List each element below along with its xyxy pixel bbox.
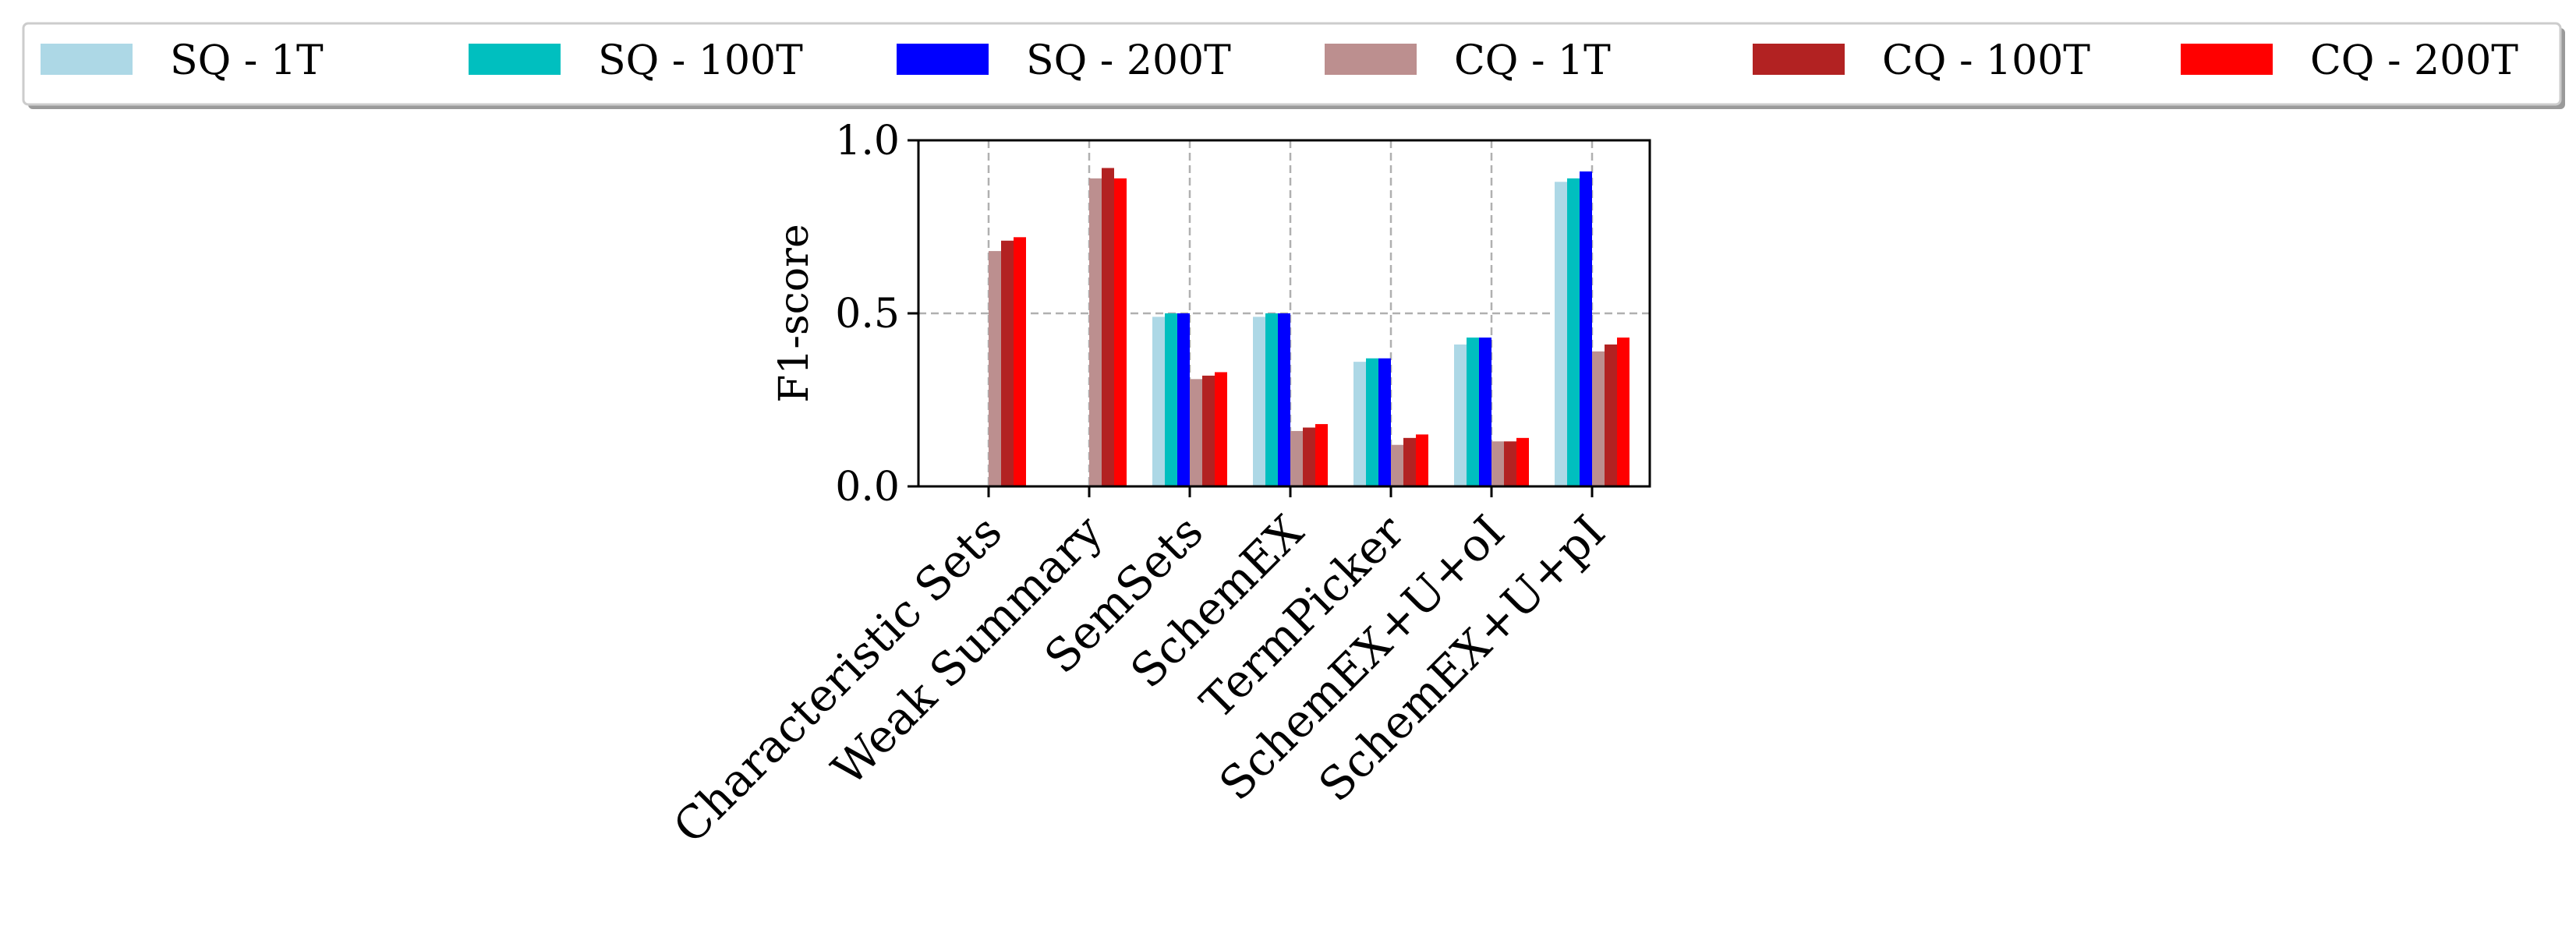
legend: SQ - 1T SQ - 100T SQ - 200T CQ - 1T CQ - 100… <box>22 22 2565 109</box>
bar <box>1165 313 1177 486</box>
bar <box>1152 316 1165 486</box>
legend-swatch <box>897 44 989 75</box>
bar <box>1479 338 1491 486</box>
bar <box>1315 424 1328 486</box>
legend-label: SQ - 1T <box>170 37 324 84</box>
bar <box>1102 168 1114 486</box>
bar <box>1190 379 1202 486</box>
bar <box>1366 358 1378 486</box>
bar <box>1617 338 1629 486</box>
bar <box>1391 444 1403 486</box>
bar <box>1114 178 1127 486</box>
legend-label: SQ - 200T <box>1026 37 1231 84</box>
bar <box>1014 237 1026 486</box>
bar <box>1403 437 1416 486</box>
bar <box>1378 358 1391 486</box>
bar <box>1290 430 1303 486</box>
legend-items: SQ - 1T SQ - 100T SQ - 200T CQ - 1T CQ - 100… <box>41 37 2518 84</box>
legend-swatch <box>1325 44 1417 75</box>
legend-swatch <box>1753 44 1845 75</box>
y-axis: 0.0 0.5 1.0 <box>835 118 918 511</box>
bar <box>1467 338 1479 486</box>
y-tick-label: 0.0 <box>835 464 900 511</box>
bar <box>1278 313 1290 486</box>
y-axis-label: F1-score <box>771 224 818 402</box>
bar <box>1177 313 1190 486</box>
bar <box>1454 344 1467 486</box>
bar <box>1303 427 1315 486</box>
bar <box>1253 316 1265 486</box>
legend-swatch <box>41 44 133 75</box>
bar <box>1089 178 1102 486</box>
bar <box>1265 313 1278 486</box>
bar <box>1605 344 1617 486</box>
y-tick-label: 1.0 <box>835 118 900 164</box>
bar <box>1567 178 1580 486</box>
bar <box>1580 171 1592 486</box>
bar <box>989 251 1001 486</box>
bar <box>1353 362 1366 486</box>
legend-label: SQ - 100T <box>598 37 803 84</box>
bar <box>1202 375 1215 486</box>
bar <box>1555 182 1567 486</box>
bar <box>1001 240 1014 486</box>
bars <box>989 168 1629 486</box>
bar <box>1592 351 1605 486</box>
legend-swatch <box>469 44 561 75</box>
bar <box>1491 441 1504 486</box>
legend-label: CQ - 100T <box>1882 37 2090 84</box>
legend-label: CQ - 200T <box>2310 37 2518 84</box>
legend-label: CQ - 1T <box>1454 37 1611 84</box>
bar <box>1416 434 1428 486</box>
y-tick-label: 0.5 <box>835 291 900 338</box>
legend-swatch <box>2181 44 2273 75</box>
bar <box>1504 441 1516 486</box>
bar <box>1516 437 1529 486</box>
legend-frame <box>22 22 2562 106</box>
bar <box>1215 372 1227 486</box>
